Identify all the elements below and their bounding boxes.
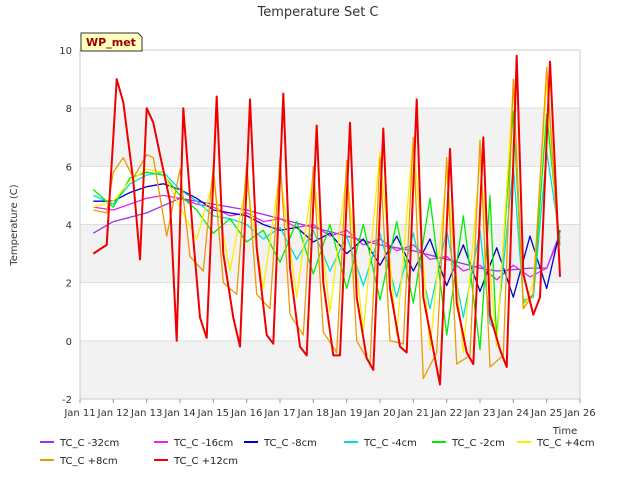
y-tick-label: 0 [66, 337, 72, 348]
y-tick-label: 8 [66, 104, 72, 115]
x-tick-label: Jan 16 [230, 408, 262, 419]
x-tick-label: Jan 15 [197, 408, 229, 419]
band-4 [80, 108, 580, 167]
x-tick-label: Jan 22 [430, 408, 462, 419]
legend-entry: TC_C +8cm [59, 456, 118, 467]
legend-entry: TC_C -16cm [173, 438, 233, 449]
series-line-tcc+4cm [93, 81, 561, 354]
y-tick-label: 2 [66, 279, 72, 290]
x-tick-labels: Jan 11 Jan 12 Jan 13 Jan 14 Jan 15 Jan 16 Jan … [63, 399, 596, 419]
x-tick-label: Jan 21 [397, 408, 429, 419]
x-tick-label: Jan 17 [263, 408, 295, 419]
legend-entry: TC_C -2cm [451, 438, 505, 449]
y-tick-label: 10 [59, 46, 72, 57]
chart-title: Temperature Set C [256, 5, 378, 20]
y-axis-label: Temperature (C) [9, 184, 20, 266]
badge-box [80, 32, 143, 52]
plot-frame [79, 49, 581, 400]
legend-entry: TC_C +4cm [536, 438, 595, 449]
x-tick-label: Jan 25 [530, 408, 562, 419]
y-tick-labels: -2 0 2 4 6 8 10 [59, 46, 72, 406]
x-tick-label: Jan 19 [330, 408, 362, 419]
x-tick-label: Jan 13 [130, 408, 162, 419]
x-tick-label: Jan 11 [63, 408, 95, 419]
x-tick-label: Jan 26 [563, 408, 595, 419]
series-line-tcc+8cm [93, 66, 561, 380]
series-lines [92, 54, 561, 386]
x-tick-label: Jan 14 [163, 408, 195, 419]
x-tick-label: Jan 23 [463, 408, 495, 419]
legend: TC_C -32cm TC_C -16cm TC_C -8cm TC_C -4cm TC… [40, 438, 595, 467]
y-tick-label: 6 [66, 162, 72, 173]
series-line-tcc+12cm [92, 54, 561, 386]
legend-entry: TC_C -4cm [363, 438, 417, 449]
x-axis-label: Time [552, 426, 577, 437]
y-tick-label: -2 [62, 395, 72, 406]
x-tick-label: Jan 24 [497, 408, 529, 419]
wp-met-badge: WP_met [80, 32, 143, 52]
series-line-tcc-32cm [92, 197, 561, 272]
badge-label: WP_met [86, 36, 136, 49]
x-tick-label: Jan 18 [297, 408, 329, 419]
band-0 [80, 340, 580, 399]
y-tick-label: 4 [66, 221, 72, 232]
x-tick-label: Jan 20 [363, 408, 395, 419]
legend-entry: TC_C +12cm [173, 456, 238, 467]
legend-entry: TC_C -32cm [59, 438, 119, 449]
x-tick-label: Jan 12 [97, 408, 129, 419]
legend-entry: TC_C -8cm [263, 438, 317, 449]
